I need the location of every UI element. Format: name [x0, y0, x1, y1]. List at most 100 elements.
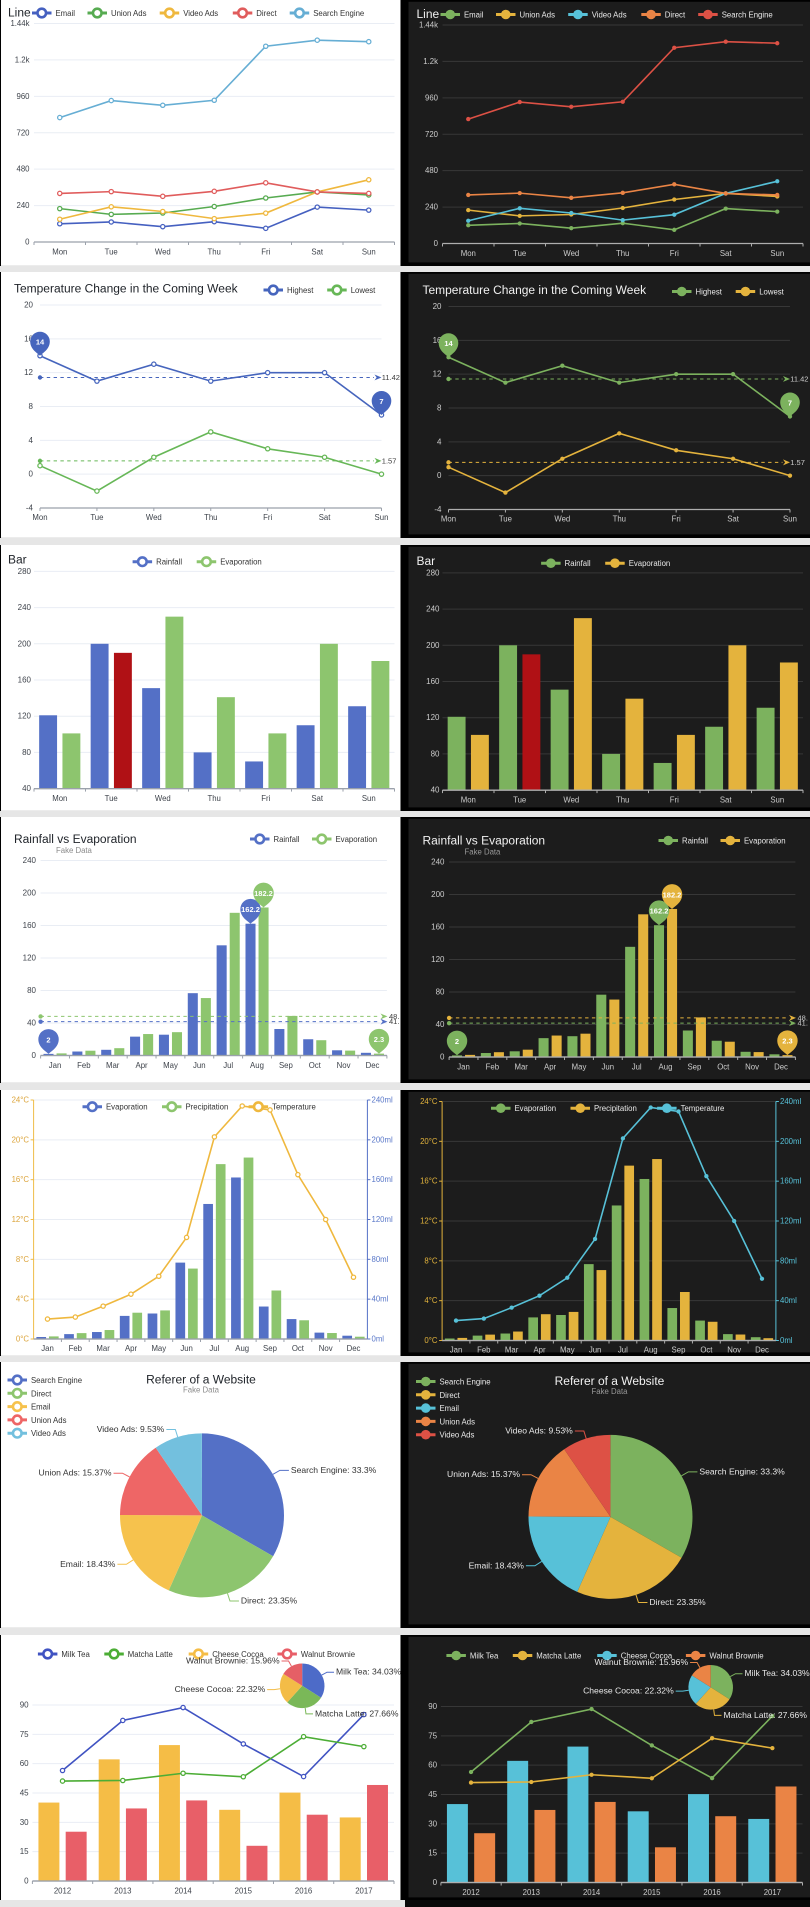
svg-text:Sun: Sun: [375, 513, 389, 522]
svg-text:Email: Email: [464, 10, 484, 19]
svg-text:Precipitation: Precipitation: [186, 1102, 229, 1111]
svg-text:Union Ads: Union Ads: [440, 1418, 476, 1427]
svg-text:Cheese Cocoa: 22.32%: Cheese Cocoa: 22.32%: [175, 1684, 266, 1694]
svg-text:2013: 2013: [523, 1888, 540, 1897]
svg-text:960: 960: [425, 93, 439, 102]
svg-text:Evaporation: Evaporation: [744, 837, 786, 846]
svg-text:-4: -4: [434, 505, 442, 514]
svg-text:May: May: [163, 1061, 178, 1070]
svg-text:Video Ads: Video Ads: [592, 10, 627, 19]
svg-text:0ml: 0ml: [371, 1334, 384, 1343]
svg-text:Fri: Fri: [261, 794, 270, 803]
svg-text:0: 0: [29, 470, 34, 479]
svg-text:720: 720: [425, 130, 439, 139]
svg-text:Tue: Tue: [105, 247, 118, 256]
svg-text:Union Ads: 15.37%: Union Ads: 15.37%: [39, 1468, 112, 1478]
svg-text:Mon: Mon: [32, 513, 47, 522]
svg-text:Fri: Fri: [261, 247, 270, 256]
svg-text:120: 120: [426, 713, 440, 722]
svg-text:11.42: 11.42: [382, 373, 400, 382]
svg-text:40: 40: [436, 1020, 445, 1029]
svg-text:Evaporation: Evaporation: [106, 1102, 148, 1111]
svg-text:-4: -4: [26, 504, 34, 513]
svg-text:8°C: 8°C: [16, 1254, 29, 1263]
svg-text:162.2: 162.2: [650, 907, 669, 916]
svg-text:Email: Email: [31, 1403, 51, 1412]
svg-text:200ml: 200ml: [371, 1135, 392, 1144]
svg-text:7: 7: [788, 399, 792, 408]
svg-text:160ml: 160ml: [371, 1175, 392, 1184]
svg-text:Tue: Tue: [513, 795, 526, 804]
svg-text:Oct: Oct: [700, 1345, 713, 1354]
svg-text:Nov: Nov: [745, 1063, 759, 1072]
svg-text:2017: 2017: [355, 1886, 372, 1895]
svg-text:240: 240: [425, 203, 439, 212]
svg-text:Union Ads: Union Ads: [111, 9, 147, 18]
svg-text:0: 0: [25, 237, 30, 246]
svg-text:Thu: Thu: [204, 513, 217, 522]
svg-text:40: 40: [431, 785, 440, 794]
svg-text:Jan: Jan: [457, 1063, 470, 1072]
svg-text:Dec: Dec: [366, 1061, 380, 1070]
svg-text:30: 30: [428, 1819, 437, 1828]
svg-text:Sat: Sat: [311, 247, 324, 256]
svg-text:Thu: Thu: [616, 249, 629, 258]
svg-text:240: 240: [431, 858, 445, 867]
svg-text:Evaporation: Evaporation: [220, 558, 262, 567]
svg-text:240: 240: [18, 603, 32, 612]
svg-text:160ml: 160ml: [780, 1176, 801, 1185]
svg-text:2014: 2014: [583, 1888, 601, 1897]
svg-text:Direct: 23.35%: Direct: 23.35%: [241, 1596, 298, 1606]
svg-text:Sun: Sun: [770, 795, 784, 804]
svg-text:Jan: Jan: [450, 1345, 463, 1354]
svg-text:Feb: Feb: [77, 1061, 90, 1070]
svg-text:Direct: Direct: [665, 10, 686, 19]
svg-text:960: 960: [17, 92, 31, 101]
svg-text:Mon: Mon: [441, 515, 456, 524]
svg-text:Fri: Fri: [670, 795, 679, 804]
svg-text:Milk Tea: Milk Tea: [470, 1651, 499, 1660]
svg-text:14: 14: [36, 338, 45, 347]
svg-text:Line: Line: [417, 7, 440, 21]
svg-text:60: 60: [20, 1759, 29, 1768]
svg-text:Matcha Latte: 27.66%: Matcha Latte: 27.66%: [315, 1708, 399, 1718]
svg-text:200: 200: [18, 639, 32, 648]
svg-text:Oct: Oct: [292, 1344, 305, 1353]
svg-text:Video Ads: 9.53%: Video Ads: 9.53%: [97, 1424, 165, 1434]
svg-text:4: 4: [29, 436, 34, 445]
svg-text:40ml: 40ml: [371, 1294, 388, 1303]
svg-text:Search Engine: 33.3%: Search Engine: 33.3%: [699, 1466, 785, 1476]
svg-text:2012: 2012: [54, 1886, 71, 1895]
svg-text:Nov: Nov: [337, 1061, 351, 1070]
svg-text:8: 8: [437, 404, 442, 413]
svg-text:Apr: Apr: [125, 1344, 138, 1353]
svg-text:Sat: Sat: [720, 795, 733, 804]
svg-text:Jan: Jan: [41, 1344, 54, 1353]
svg-text:Fake Data: Fake Data: [56, 846, 93, 855]
svg-text:160: 160: [23, 921, 37, 930]
svg-text:12: 12: [24, 369, 33, 378]
svg-text:Temperature: Temperature: [272, 1102, 316, 1111]
svg-text:162.2: 162.2: [241, 905, 260, 914]
svg-text:Mon: Mon: [52, 794, 67, 803]
svg-text:Jun: Jun: [180, 1344, 193, 1353]
svg-text:720: 720: [17, 128, 31, 137]
svg-text:11.42: 11.42: [790, 375, 808, 384]
svg-text:Thu: Thu: [613, 515, 626, 524]
svg-text:Jan: Jan: [49, 1061, 62, 1070]
svg-text:Rainfall: Rainfall: [682, 837, 708, 846]
svg-text:0: 0: [24, 1876, 29, 1885]
svg-text:16°C: 16°C: [12, 1175, 30, 1184]
svg-text:Wed: Wed: [146, 513, 162, 522]
svg-text:240: 240: [426, 604, 440, 613]
svg-text:Rainfall: Rainfall: [565, 559, 591, 568]
svg-text:120ml: 120ml: [371, 1215, 392, 1224]
svg-text:Matcha Latte: 27.66%: Matcha Latte: 27.66%: [723, 1709, 807, 1719]
svg-text:Fake Data: Fake Data: [465, 848, 502, 857]
svg-text:Walnut Brownie: Walnut Brownie: [709, 1651, 763, 1660]
svg-text:80: 80: [431, 749, 440, 758]
svg-text:Dec: Dec: [347, 1344, 361, 1353]
svg-text:Rainfall: Rainfall: [273, 835, 299, 844]
svg-text:Apr: Apr: [136, 1061, 149, 1070]
svg-text:Jul: Jul: [618, 1345, 628, 1354]
